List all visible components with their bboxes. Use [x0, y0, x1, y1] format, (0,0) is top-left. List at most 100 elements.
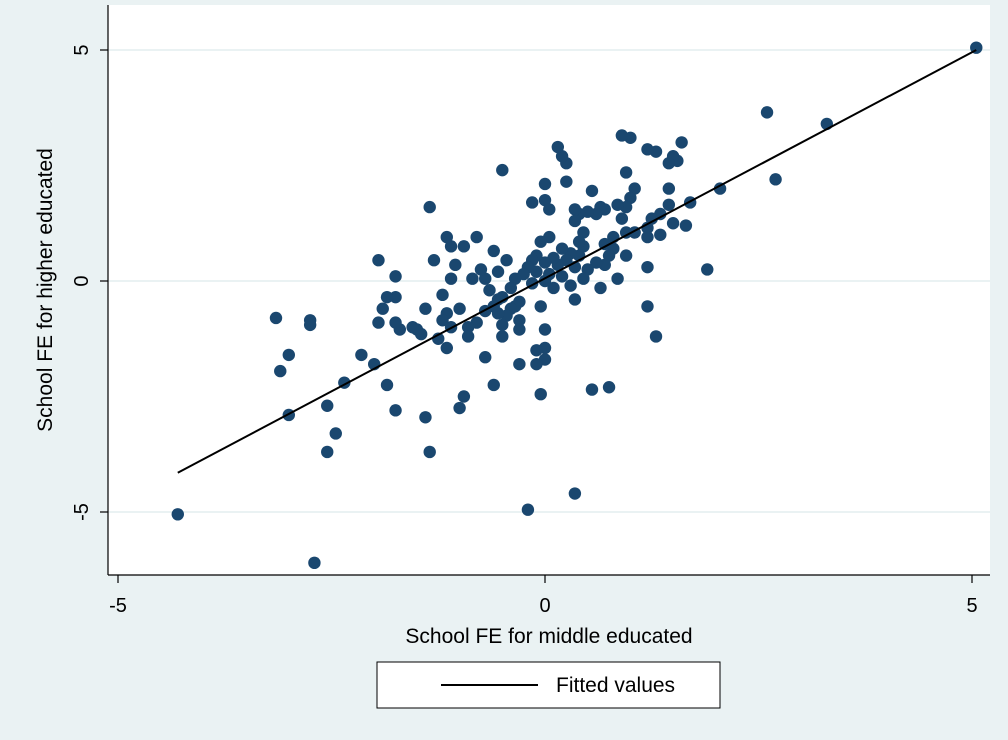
- data-point: [662, 156, 676, 170]
- x-tick-label: 5: [966, 595, 977, 617]
- data-point: [457, 240, 471, 253]
- data-point: [479, 351, 492, 364]
- data-point: [372, 316, 385, 329]
- data-point: [538, 177, 552, 191]
- data-point: [474, 263, 488, 276]
- y-tick-label: -5: [71, 503, 93, 521]
- data-point: [543, 203, 556, 216]
- data-point: [274, 364, 287, 378]
- fitted-line-layer: [177, 49, 977, 474]
- data-point: [645, 212, 658, 225]
- data-point: [590, 256, 603, 269]
- x-tick-label: -5: [109, 595, 127, 617]
- data-point: [538, 256, 552, 269]
- data-point: [530, 357, 543, 371]
- x-axis-title: School FE for middle educated: [405, 625, 692, 648]
- y-tick-label: 5: [71, 44, 93, 55]
- data-point: [547, 281, 560, 295]
- data-point: [303, 318, 317, 332]
- data-point: [641, 230, 654, 244]
- data-point: [577, 226, 590, 239]
- data-point: [649, 330, 663, 343]
- data-point: [440, 230, 453, 244]
- data-point: [555, 150, 569, 163]
- data-point: [534, 300, 547, 313]
- data-point: [581, 263, 594, 276]
- data-point: [504, 281, 518, 295]
- data-point: [624, 191, 637, 205]
- data-point: [372, 254, 385, 267]
- data-point: [619, 166, 633, 179]
- data-point: [453, 401, 466, 415]
- data-point: [572, 235, 586, 248]
- data-point: [602, 249, 616, 262]
- data-point: [564, 279, 577, 292]
- data-point: [419, 411, 432, 424]
- data-point: [525, 196, 539, 209]
- data-point: [436, 288, 449, 302]
- data-point: [602, 381, 616, 394]
- data-point: [419, 302, 432, 315]
- data-point: [461, 330, 475, 343]
- data-point: [466, 272, 479, 285]
- data-point: [577, 272, 590, 285]
- data-point: [479, 272, 492, 285]
- data-point: [406, 321, 419, 334]
- data-point: [457, 390, 471, 403]
- data-point: [530, 344, 543, 357]
- data-point: [598, 237, 611, 251]
- data-point: [641, 143, 654, 156]
- data-point: [491, 265, 505, 278]
- data-point: [641, 260, 654, 274]
- data-point: [585, 383, 599, 396]
- data-point: [585, 184, 599, 198]
- data-point: [615, 212, 629, 225]
- data-point: [769, 173, 782, 186]
- data-point: [662, 182, 676, 195]
- data-point: [423, 445, 436, 459]
- data-point: [508, 272, 522, 285]
- data-point: [269, 311, 283, 325]
- data-point: [449, 258, 462, 272]
- legend-label: Fitted values: [556, 674, 675, 697]
- y-axis-title: School FE for higher educated: [34, 148, 57, 432]
- data-point: [619, 249, 633, 262]
- data-point: [376, 302, 389, 315]
- data-point: [538, 323, 552, 336]
- data-point: [628, 182, 641, 195]
- data-point: [641, 300, 654, 313]
- data-point: [423, 200, 436, 214]
- data-point: [389, 404, 402, 417]
- legend-box: [376, 661, 721, 709]
- data-point: [380, 378, 394, 392]
- data-point: [594, 281, 607, 295]
- data-point: [496, 318, 509, 332]
- data-point: [389, 316, 402, 329]
- data-point: [568, 214, 582, 228]
- data-point: [513, 323, 526, 336]
- data-point: [666, 217, 680, 230]
- data-point: [568, 203, 582, 216]
- x-tick-label: 0: [539, 595, 550, 617]
- data-point: [534, 235, 547, 248]
- data-point: [321, 399, 334, 412]
- data-point: [436, 314, 449, 327]
- data-point: [701, 263, 714, 276]
- data-point: [555, 242, 569, 255]
- data-point: [760, 106, 774, 119]
- data-point: [389, 270, 402, 283]
- data-point: [560, 175, 573, 188]
- data-point: [427, 254, 441, 267]
- data-point: [538, 193, 552, 207]
- data-point: [461, 321, 475, 334]
- y-tick-label: 0: [71, 275, 93, 286]
- data-point: [513, 357, 526, 371]
- data-point: [611, 198, 624, 211]
- data-point: [713, 182, 727, 195]
- data-point: [654, 228, 667, 241]
- data-point: [440, 341, 453, 355]
- data-point: [380, 290, 394, 304]
- legend: Fitted values: [376, 661, 721, 709]
- data-point: [555, 270, 569, 283]
- data-point: [496, 163, 509, 177]
